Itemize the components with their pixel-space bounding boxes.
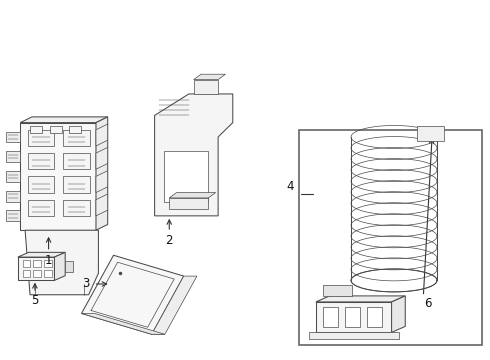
Polygon shape <box>194 80 218 94</box>
Polygon shape <box>5 132 20 142</box>
Text: 3: 3 <box>82 278 90 291</box>
Polygon shape <box>5 191 20 202</box>
Ellipse shape <box>54 256 64 269</box>
Polygon shape <box>65 261 73 272</box>
Polygon shape <box>27 130 54 146</box>
Polygon shape <box>323 285 352 296</box>
Polygon shape <box>23 260 30 267</box>
Polygon shape <box>155 94 233 216</box>
Polygon shape <box>54 252 65 280</box>
Polygon shape <box>96 194 108 216</box>
Polygon shape <box>367 307 382 327</box>
Polygon shape <box>44 260 51 267</box>
Polygon shape <box>20 117 108 123</box>
Polygon shape <box>81 314 165 334</box>
Bar <box>299 130 482 345</box>
Polygon shape <box>33 260 41 267</box>
Polygon shape <box>169 198 208 209</box>
Polygon shape <box>417 126 444 140</box>
Polygon shape <box>63 130 90 146</box>
Polygon shape <box>96 117 108 230</box>
Polygon shape <box>152 276 197 334</box>
Polygon shape <box>63 153 90 169</box>
Polygon shape <box>169 193 216 198</box>
Text: 2: 2 <box>166 234 173 247</box>
Text: 1: 1 <box>45 254 52 267</box>
Polygon shape <box>81 255 184 334</box>
Polygon shape <box>25 230 98 295</box>
Polygon shape <box>5 211 20 221</box>
Text: 4: 4 <box>286 180 294 193</box>
Polygon shape <box>96 171 108 193</box>
Polygon shape <box>316 296 405 302</box>
Polygon shape <box>27 200 54 216</box>
Polygon shape <box>27 176 54 193</box>
Text: 5: 5 <box>31 294 39 307</box>
Polygon shape <box>63 176 90 193</box>
Polygon shape <box>18 257 54 280</box>
Polygon shape <box>44 270 51 277</box>
Polygon shape <box>23 270 30 277</box>
Polygon shape <box>345 307 360 327</box>
Polygon shape <box>30 126 42 134</box>
Polygon shape <box>96 124 108 146</box>
Polygon shape <box>63 200 90 216</box>
Polygon shape <box>309 332 399 339</box>
Text: 6: 6 <box>424 297 432 310</box>
Polygon shape <box>96 147 108 169</box>
Polygon shape <box>164 151 208 202</box>
Polygon shape <box>18 252 65 257</box>
Polygon shape <box>323 307 338 327</box>
Polygon shape <box>27 153 54 169</box>
Polygon shape <box>194 74 225 80</box>
Polygon shape <box>33 270 41 277</box>
Ellipse shape <box>174 133 183 141</box>
Polygon shape <box>5 151 20 162</box>
Polygon shape <box>392 296 405 332</box>
Polygon shape <box>49 126 62 134</box>
Polygon shape <box>5 171 20 182</box>
Polygon shape <box>316 302 392 332</box>
Polygon shape <box>69 126 81 134</box>
Polygon shape <box>20 123 96 230</box>
